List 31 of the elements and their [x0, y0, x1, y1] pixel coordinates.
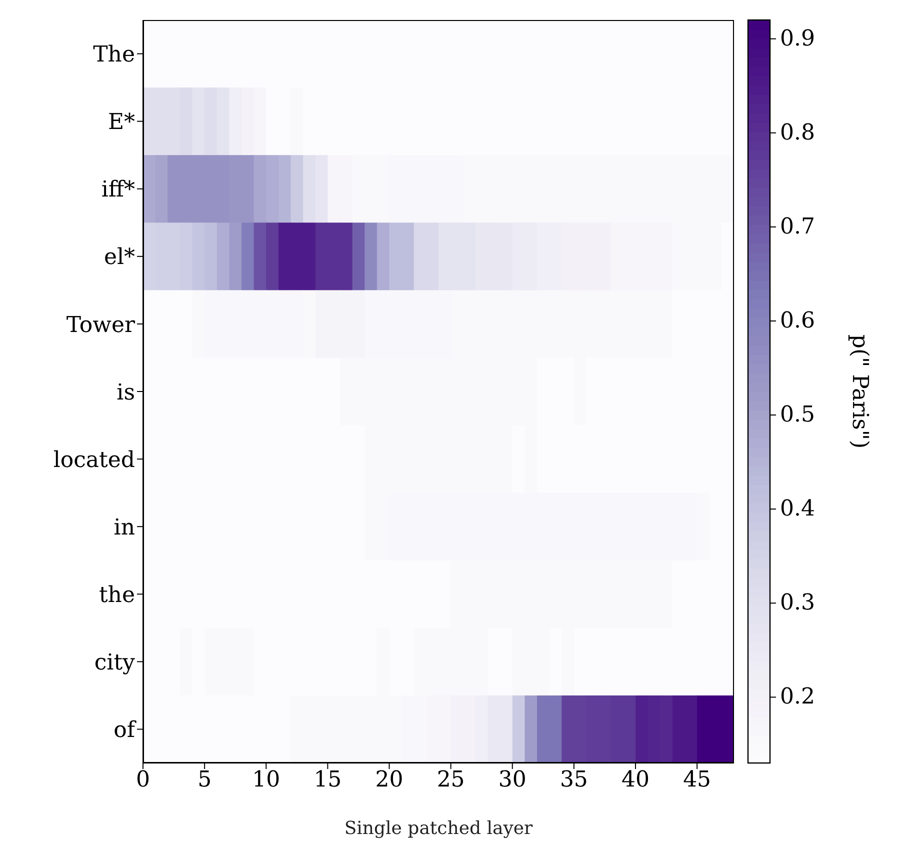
y-tick-label: Tower — [66, 312, 136, 338]
color-bar-label: 0.2 — [780, 684, 815, 710]
y-tick-label: the — [98, 582, 135, 608]
x-tick-label: 10 — [252, 768, 280, 793]
x-tick-label: 5 — [198, 768, 212, 793]
color-bar-label: 0.7 — [780, 214, 815, 240]
y-tick-label: The — [93, 42, 135, 68]
x-tick-label: 0 — [136, 768, 150, 793]
x-tick-label: 25 — [436, 768, 465, 793]
y-tick-label: of — [114, 718, 137, 744]
color-bar-title: p(" Paris") — [847, 334, 872, 449]
x-tick-label: 20 — [375, 768, 404, 793]
x-tick-label: 45 — [683, 768, 712, 793]
x-tick-label: 35 — [560, 768, 588, 793]
y-tick-label: in — [114, 515, 135, 540]
color-bar-label: 0.5 — [780, 402, 815, 428]
color-bar-label: 0.9 — [780, 26, 815, 52]
y-tick-label: el* — [104, 245, 135, 270]
x-tick-label: 40 — [622, 768, 650, 793]
y-tick-label: E* — [108, 110, 135, 136]
x-tick-label: 15 — [314, 768, 342, 793]
color-bar-label: 0.6 — [780, 308, 815, 334]
y-tick-label: city — [94, 650, 136, 676]
color-bar-label: 0.8 — [780, 120, 815, 146]
y-tick-label: is — [116, 380, 135, 406]
color-bar-label: 0.3 — [780, 590, 815, 616]
y-tick-label: iff* — [101, 178, 135, 203]
x-axis-title: Single patched layer — [344, 818, 534, 839]
color-bar-label: 0.4 — [780, 496, 815, 522]
y-tick-label: located — [53, 448, 135, 473]
x-tick-label: 30 — [498, 768, 526, 793]
